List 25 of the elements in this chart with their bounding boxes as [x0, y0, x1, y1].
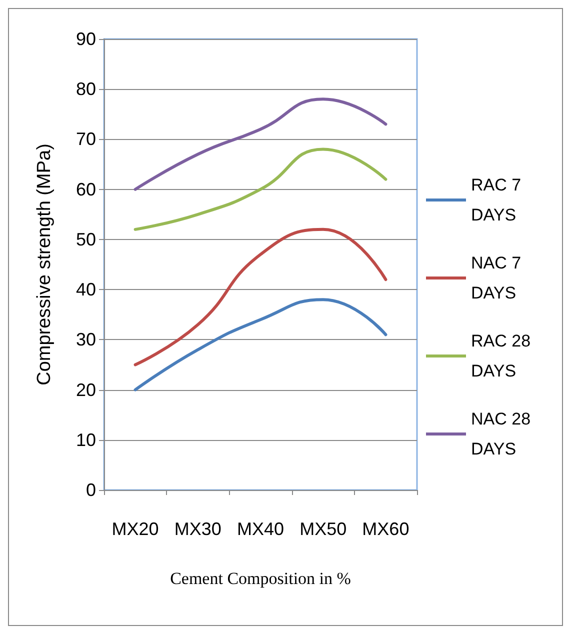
y-tick-label: 80: [76, 79, 96, 100]
y-tick-label: 30: [76, 330, 96, 350]
legend-label: NAC 7 DAYS: [471, 254, 526, 302]
x-axis-title: Cement Composition in %: [170, 569, 351, 588]
legend-label: RAC 28 DAYS: [471, 332, 536, 380]
line-series: [134, 98, 388, 191]
y-tick-label: 10: [76, 430, 96, 450]
y-tick-label: 20: [76, 380, 96, 400]
y-axis-title: Compressive strength (MPa): [34, 144, 55, 386]
y-tick-label: 0: [86, 480, 96, 500]
line-series: [134, 298, 388, 392]
y-tick-label: 50: [76, 229, 96, 250]
legend-label: RAC 7 DAYS: [471, 176, 526, 224]
x-tick-label: MX50: [300, 519, 347, 539]
x-tick-label: MX20: [112, 519, 159, 539]
x-tick-label: MX60: [362, 519, 410, 539]
y-tick-label: 90: [76, 29, 96, 49]
x-tick-label: MX40: [236, 519, 284, 539]
line-series: [134, 148, 388, 231]
y-tick-label: 40: [76, 280, 96, 300]
line-series: [134, 228, 388, 366]
y-tick-label: 60: [76, 179, 96, 200]
y-tick-label: 70: [76, 129, 96, 150]
legend-label: NAC 28 DAYS: [471, 410, 536, 458]
x-tick-label: MX30: [174, 519, 222, 539]
